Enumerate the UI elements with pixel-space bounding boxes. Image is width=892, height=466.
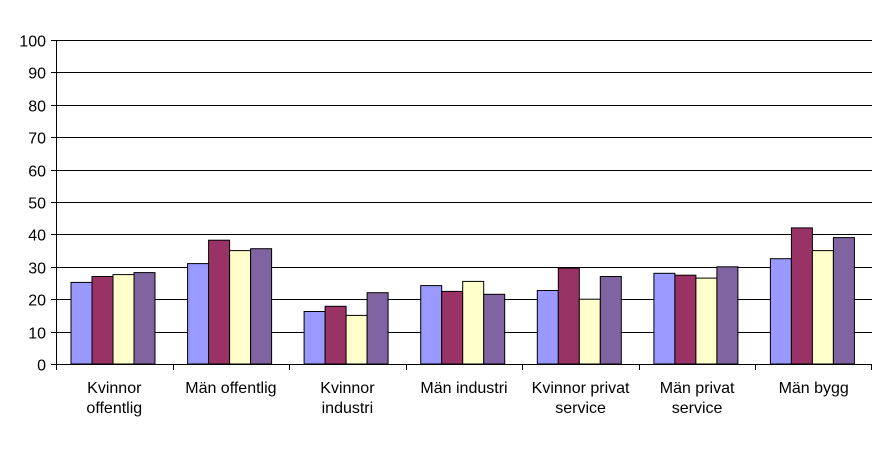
x-category-label-3: Män industri [420,380,507,397]
x-category-label-line: industri [322,400,374,417]
x-category-label-line: offentlig [86,400,142,417]
y-tick-label-40: 40 [28,228,46,245]
bar-cat1-series1 [208,239,231,365]
bar-cat0-series1 [91,276,114,365]
bar-cat2-series2 [345,314,368,365]
bar-cat6-series3 [832,237,855,365]
y-tick-label-90: 90 [28,66,46,83]
bar-cat0-series2 [112,274,135,365]
x-category-labels: Kvinnor offentlig Män offentlig Kvinnor indu… [86,380,848,417]
bar-cat6-series2 [811,250,834,365]
bar-cat4-series1 [557,267,580,365]
bar-cat5-series3 [716,266,739,365]
x-category-label-4: Kvinnor privat service [532,380,630,417]
x-category-label-line: Män bygg [779,380,849,397]
x-category-label-2: Kvinnor industri [320,380,375,417]
bar-cat3-series2 [462,280,485,365]
y-tick-label-20: 20 [28,293,46,310]
axes [51,40,872,370]
bar-cat3-series0 [420,285,443,365]
y-tick-label-10: 10 [28,326,46,343]
bar-cat0-series0 [70,281,93,365]
x-category-label-line: service [555,400,606,417]
x-category-label-line: Kvinnor privat [532,380,630,397]
x-category-label-1: Män offentlig [185,380,276,397]
x-category-label-line: Män privat [660,380,735,397]
y-tick-label-60: 60 [28,164,46,181]
bar-cat1-series3 [250,248,273,365]
bar-cat5-series1 [674,274,697,365]
x-category-label-5: Män privat service [660,380,735,417]
bar-cat6-series1 [790,227,813,365]
bar-cat3-series3 [483,293,506,365]
bar-cat0-series3 [133,272,156,365]
y-tick-labels: 0 10 20 30 40 50 60 70 80 90 100 [19,34,46,375]
bar-cat6-series0 [769,258,792,365]
x-category-label-line: Kvinnor [320,380,375,397]
bar-cat2-series0 [303,311,326,365]
y-tick-label-80: 80 [28,99,46,116]
y-tick-label-50: 50 [28,196,46,213]
x-category-label-6: Män bygg [779,380,849,397]
x-category-label-0: Kvinnor offentlig [86,380,142,417]
y-tick-label-0: 0 [37,358,46,375]
y-tick-label-30: 30 [28,261,46,278]
bar-cat2-series3 [366,292,389,365]
x-category-label-line: Män industri [420,380,507,397]
bar-cat5-series2 [695,277,718,365]
y-tick-label-70: 70 [28,131,46,148]
bar-cat4-series2 [578,298,601,365]
bar-cat4-series0 [536,290,559,365]
bar-cat3-series1 [441,290,464,365]
x-category-label-line: service [672,400,723,417]
bar-cat5-series0 [653,272,676,365]
bar-cat1-series2 [229,250,252,365]
bar-cat4-series3 [599,276,622,365]
bar-cat2-series1 [324,305,347,365]
bar-cat1-series0 [187,263,210,365]
y-tick-label-100: 100 [19,34,46,51]
x-category-label-line: Kvinnor [87,380,142,397]
x-category-label-line: Män offentlig [185,380,276,397]
bars [70,227,855,365]
